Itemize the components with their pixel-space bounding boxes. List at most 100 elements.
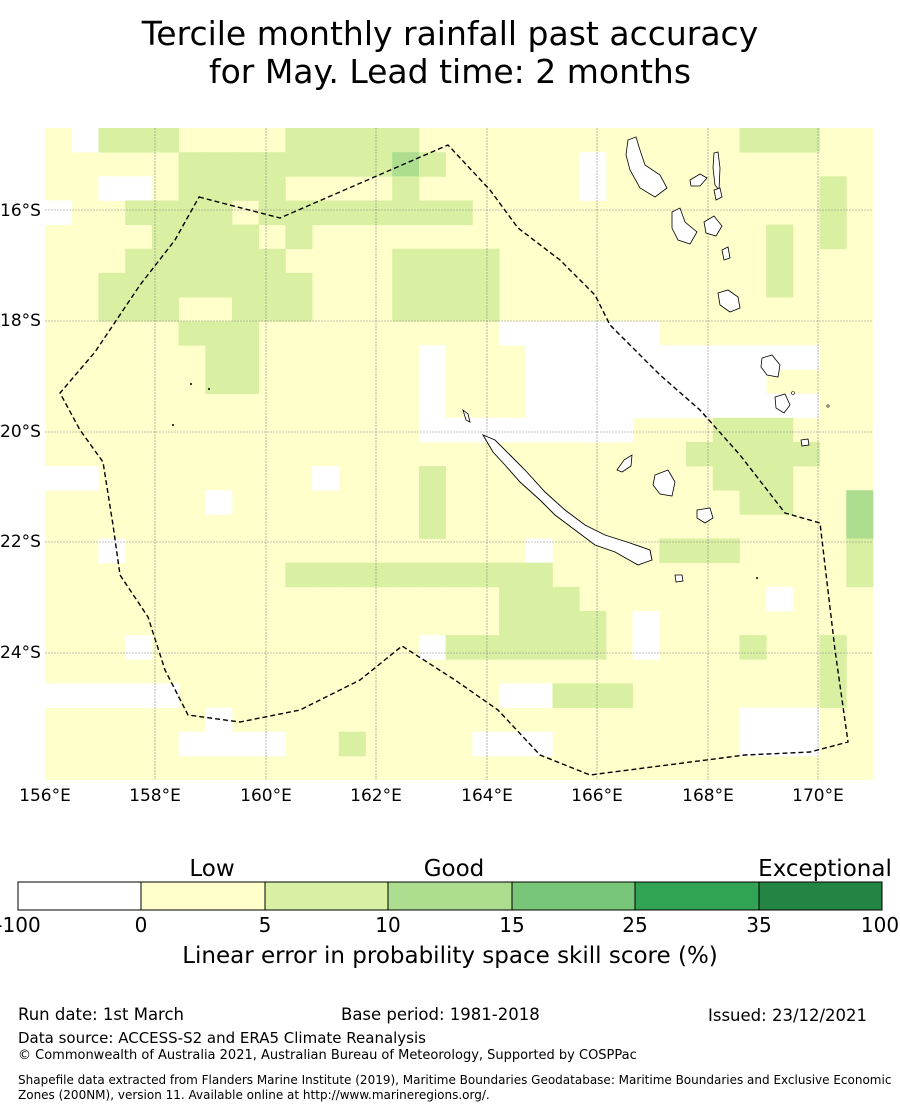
- colorbar-tick: -100: [0, 913, 41, 937]
- skill-cell: [712, 441, 740, 467]
- data-source: Data source: ACCESS-S2 and ERA5 Climate …: [18, 1029, 426, 1047]
- skill-cell: [418, 152, 447, 177]
- skill-cell: [98, 272, 126, 298]
- skill-cell: [525, 586, 553, 612]
- skill-cell: [178, 248, 206, 274]
- skill-cell: [151, 128, 179, 153]
- vanuatu-island-espiritu-santo: [625, 136, 668, 198]
- skill-cell: [231, 321, 260, 346]
- skill-cell: [659, 538, 687, 564]
- skill-cell: [525, 610, 553, 636]
- skill-cell: [418, 369, 447, 395]
- skill-cell: [525, 538, 553, 564]
- skill-cell: [552, 586, 580, 612]
- skill-cell: [392, 562, 420, 588]
- skill-cell: [45, 200, 73, 225]
- colorbar-title: Linear error in probability space skill …: [182, 943, 718, 969]
- lon-label: 156°E: [19, 786, 71, 806]
- skill-cell: [312, 466, 340, 491]
- colorbar-segment: [18, 882, 141, 910]
- skill-cell: [231, 248, 260, 274]
- skill-cell: [632, 369, 660, 395]
- skill-cell: [766, 272, 794, 298]
- islet: [172, 424, 174, 426]
- map-title-line-1: Tercile monthly rainfall past accuracy: [141, 14, 759, 53]
- lat-label: 22°S: [0, 532, 41, 552]
- eez-boundary: [59, 144, 849, 776]
- lat-label: 18°S: [0, 311, 41, 331]
- colorbar-category-exceptional: Exceptional: [758, 856, 892, 882]
- skill-cell: [659, 369, 687, 395]
- skill-cell: [338, 128, 366, 153]
- lon-label: 160°E: [240, 786, 292, 806]
- skill-cell: [525, 417, 553, 443]
- skill-cell: [45, 683, 73, 708]
- skill-cell: [205, 200, 233, 225]
- skill-cell: [579, 369, 607, 395]
- skill-cell: [579, 635, 607, 660]
- skill-cell: [418, 514, 447, 539]
- skill-cell: [552, 369, 580, 395]
- skill-cell: [605, 369, 634, 395]
- vanuatu-island: [703, 215, 723, 237]
- skill-cell: [792, 731, 820, 757]
- skill-cell: [472, 562, 500, 588]
- skill-grid: [45, 128, 874, 757]
- skill-cell: [525, 369, 553, 395]
- map-title-line-2: for May. Lead time: 2 months: [208, 52, 692, 91]
- skill-cell: [98, 128, 126, 153]
- skill-cell: [285, 224, 313, 250]
- skill-cell: [472, 272, 500, 298]
- skill-cell: [151, 297, 179, 322]
- skill-cell: [125, 683, 153, 708]
- skill-cell: [499, 610, 527, 636]
- skill-cell: [445, 297, 473, 322]
- colorbar-tick: 25: [622, 913, 648, 937]
- islet: [462, 408, 471, 423]
- lon-label: 158°E: [129, 786, 181, 806]
- skill-cell: [792, 345, 820, 370]
- skill-cell: [819, 224, 847, 250]
- skill-cell: [472, 248, 500, 274]
- skill-cell: [125, 635, 153, 660]
- skill-cell: [579, 176, 607, 201]
- colorbar-segment: [388, 882, 512, 910]
- skill-cell: [712, 345, 740, 370]
- skill-cell: [712, 417, 740, 443]
- skill-cell: [312, 128, 340, 153]
- skill-cell: [499, 562, 527, 588]
- skill-cell: [605, 683, 634, 708]
- islet: [208, 388, 210, 390]
- skill-cell: [766, 417, 794, 443]
- skill-cell: [418, 490, 447, 515]
- colorbar-segment: [635, 882, 759, 910]
- vanuatu-island-malekula: [671, 207, 698, 245]
- skill-cell: [579, 345, 607, 370]
- skill-cell: [205, 176, 233, 201]
- skill-cell: [418, 248, 447, 274]
- skill-cell: [418, 393, 447, 419]
- skill-cell: [766, 224, 794, 250]
- skill-cell: [98, 297, 126, 322]
- skill-cell: [125, 176, 153, 201]
- skill-cell: [686, 441, 714, 467]
- skill-cell: [231, 152, 260, 177]
- skill-cell: [285, 152, 313, 177]
- skill-cell: [499, 586, 527, 612]
- skill-cell: [552, 635, 580, 660]
- skill-cell: [338, 562, 366, 588]
- skill-cell: [445, 200, 473, 225]
- skill-cell: [178, 152, 206, 177]
- vanuatu-island: [689, 173, 708, 187]
- skill-cell: [552, 393, 580, 419]
- skill-cell: [231, 345, 260, 370]
- skill-cell: [499, 683, 527, 708]
- skill-cell: [632, 635, 660, 660]
- skill-cell: [392, 297, 420, 322]
- skill-cell: [712, 369, 740, 395]
- skill-cell: [686, 393, 714, 419]
- colorbar: [17, 881, 883, 911]
- skill-cell: [258, 248, 286, 274]
- skill-cell: [525, 393, 553, 419]
